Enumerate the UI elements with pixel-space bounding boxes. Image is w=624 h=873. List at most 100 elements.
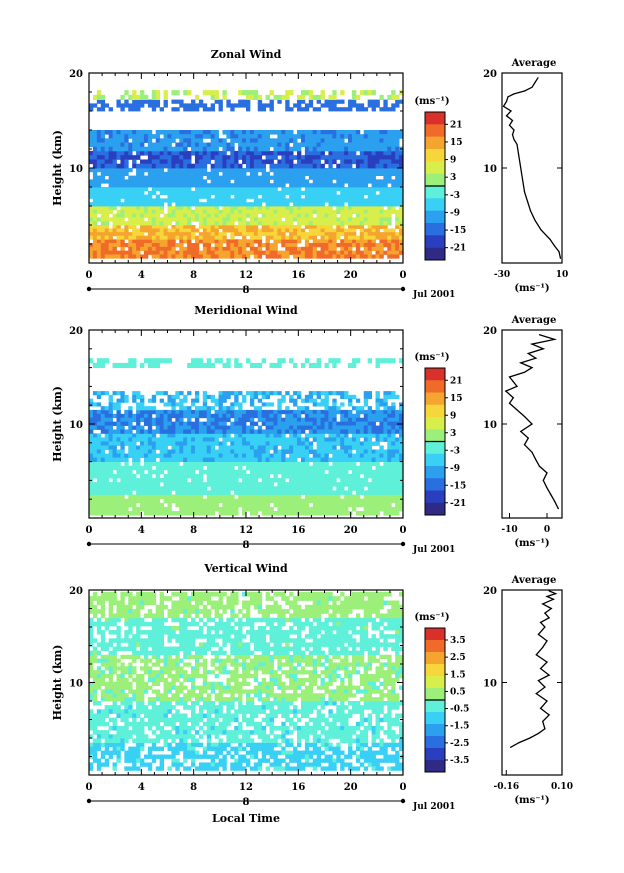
heatmap-cell [112, 130, 117, 135]
heatmap-cell [120, 433, 125, 438]
heatmap-cell [108, 441, 113, 446]
heatmap-cell [383, 198, 388, 203]
heatmap-cell [175, 194, 180, 199]
heatmap-cell [265, 506, 270, 512]
heatmap-cell [395, 221, 400, 226]
heatmap-cell [253, 453, 259, 458]
heatmap-cell [344, 469, 349, 475]
heatmap-cell [289, 163, 294, 169]
heatmap-cell [167, 217, 172, 222]
heatmap-cell [120, 449, 125, 454]
heatmap-cell [246, 183, 251, 188]
heatmap-cell [108, 130, 113, 135]
heatmap-cell [96, 138, 102, 143]
heatmap-cell [375, 469, 380, 475]
heatmap-cell [277, 469, 282, 475]
heatmap-cell [238, 391, 243, 396]
heatmap-cell [120, 235, 125, 240]
heatmap-cell [226, 358, 231, 364]
heatmap-cell [273, 502, 278, 508]
heatmap-cell [89, 409, 94, 415]
heatmap-cell [269, 478, 274, 483]
heatmap-cell [375, 198, 380, 203]
heatmap-cell [253, 171, 259, 176]
heatmap-cell [89, 243, 94, 248]
heatmap-cell [257, 473, 263, 479]
heatmap-cell [391, 511, 396, 516]
heatmap-cell [222, 235, 227, 240]
heatmap-cell [167, 490, 172, 495]
heatmap-cell [108, 417, 113, 423]
heatmap-cell [351, 235, 357, 240]
heatmap-cell [218, 409, 223, 415]
heatmap-cell [218, 190, 223, 195]
heatmap-cell [128, 146, 133, 152]
heatmap-cell [300, 134, 306, 139]
heatmap-cell [308, 254, 314, 259]
heatmap-cell [104, 155, 110, 160]
heatmap-cell [332, 175, 337, 180]
heatmap-cell [175, 449, 180, 454]
heatmap-cell [198, 502, 204, 508]
heatmap-cell [159, 461, 164, 467]
heatmap-cell [328, 155, 333, 160]
heatmap-cell [104, 213, 110, 218]
heatmap-cell [281, 179, 286, 184]
heatmap-cell [399, 202, 404, 207]
heatmap-cell [379, 506, 384, 512]
heatmap-cell [100, 243, 106, 248]
heatmap-cell [387, 391, 392, 396]
heatmap-cell [320, 246, 325, 252]
heatmap-cell [363, 232, 369, 237]
heatmap-cell [124, 465, 129, 471]
heatmap-cell [316, 250, 321, 255]
heatmap-cell [147, 457, 153, 462]
heatmap-cell [316, 146, 321, 152]
heatmap-cell [92, 494, 98, 500]
heatmap-cell [120, 441, 125, 446]
heatmap-cell [289, 433, 294, 438]
heatmap-cell [108, 228, 113, 233]
heatmap-cell [238, 494, 243, 500]
heatmap-cell [399, 235, 404, 240]
heatmap-cell [187, 239, 192, 244]
heatmap-cell [391, 103, 396, 108]
heatmap-cell [210, 445, 216, 450]
heatmap-cell [96, 473, 102, 479]
heatmap-cell [163, 478, 168, 483]
heatmap-cell [261, 453, 267, 458]
heatmap-cell [328, 163, 333, 169]
heatmap-cell [324, 391, 329, 396]
heatmap-cell [128, 473, 133, 479]
heatmap-cell [371, 206, 376, 211]
heatmap-cell [230, 453, 235, 458]
heatmap-cell [363, 243, 369, 248]
heatmap-cell [210, 486, 216, 491]
heatmap-cell [143, 198, 149, 203]
heatmap-cell [351, 90, 357, 96]
heatmap-cell [320, 228, 325, 233]
heatmap-cell [159, 506, 164, 512]
heatmap-cell [175, 202, 180, 207]
heatmap-cell [155, 198, 161, 203]
heatmap-cell [143, 449, 149, 454]
heatmap-cell [324, 235, 329, 240]
heatmap-cell [89, 358, 94, 364]
heatmap-cell [112, 217, 117, 222]
heatmap-cell [140, 243, 145, 248]
heatmap-cell [210, 413, 216, 419]
heatmap-cell [167, 413, 172, 419]
heatmap-cell [316, 465, 321, 471]
heatmap-cell [336, 175, 341, 180]
heatmap-cell [214, 179, 219, 184]
heatmap-cell [246, 243, 251, 248]
heatmap-cell [340, 391, 345, 396]
heatmap-cell [222, 228, 227, 233]
heatmap-cell [363, 163, 369, 169]
heatmap-cell [293, 187, 298, 192]
heatmap-cell [140, 171, 145, 176]
heatmap-cell [367, 413, 373, 419]
heatmap-cell [375, 494, 380, 500]
heatmap-cell [261, 232, 267, 237]
heatmap-cell [89, 138, 94, 143]
